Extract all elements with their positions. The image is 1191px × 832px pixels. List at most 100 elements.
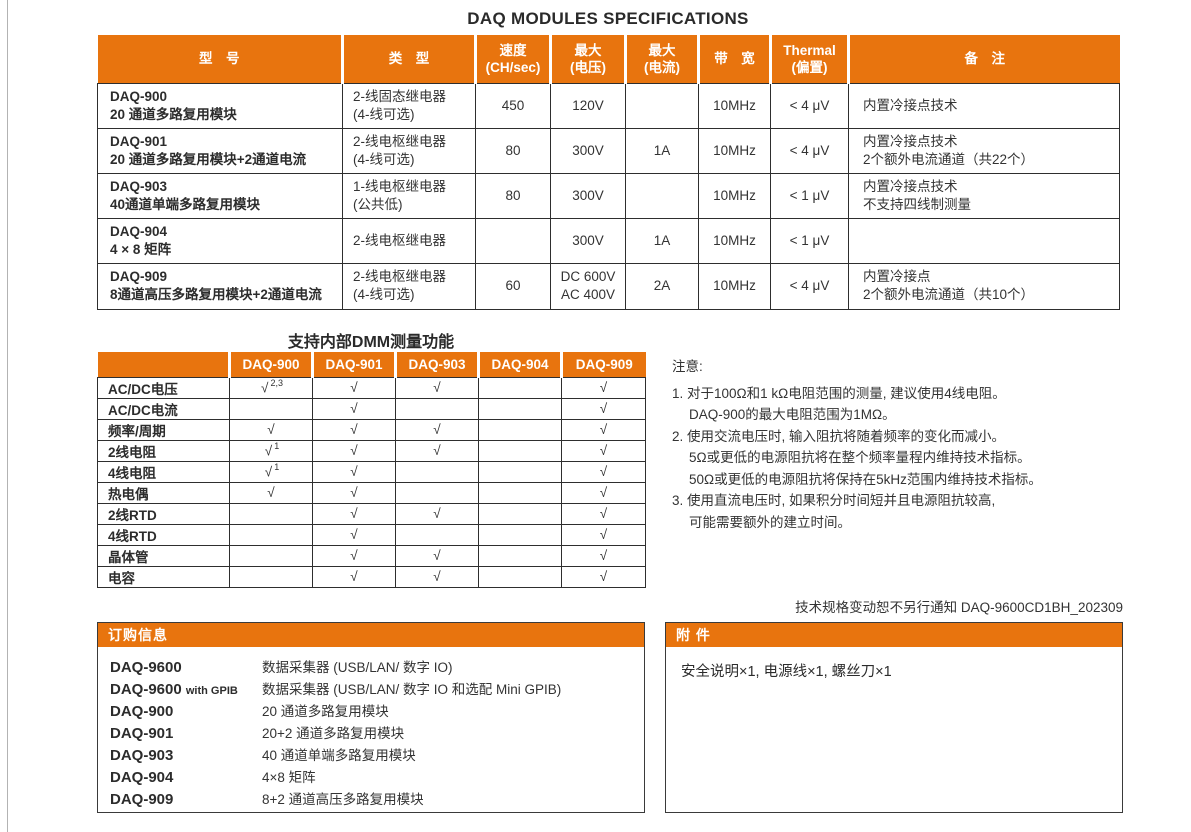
type-line: (4-线可选) bbox=[353, 287, 415, 302]
model-cell: DAQ-904 4 × 8 矩阵 bbox=[97, 217, 343, 264]
accessories-title: 附 件 bbox=[666, 623, 1122, 647]
check-cell bbox=[229, 565, 313, 588]
model-desc: 8通道高压多路复用模块+2通道电流 bbox=[110, 287, 322, 302]
spec-header-speed: 速度 (CH/sec) bbox=[474, 35, 551, 83]
check-mark: √ bbox=[599, 401, 608, 416]
type-cell: 2-线电枢继电器 (4-线可选) bbox=[342, 127, 476, 174]
function-label: 热电偶 bbox=[97, 481, 230, 504]
function-label: AC/DC电压 bbox=[97, 376, 230, 399]
model-name: DAQ-904 bbox=[110, 223, 168, 239]
voltage-line: 300V bbox=[572, 142, 604, 158]
check-cell: √ bbox=[229, 418, 313, 441]
check-cell bbox=[478, 460, 562, 483]
check-mark: √ bbox=[599, 569, 608, 584]
page-title: DAQ MODULES SPECIFICATIONS bbox=[467, 9, 749, 28]
check-cell bbox=[478, 376, 562, 399]
check-cell bbox=[229, 523, 313, 546]
ordering-model: DAQ-904 bbox=[110, 769, 174, 786]
dmm-row: AC/DC电压 √ 2,3 √ √ √ bbox=[97, 376, 646, 399]
check-mark: √ bbox=[599, 548, 608, 563]
remark-cell: 内置冷接点技术 不支持四线制测量 bbox=[848, 172, 1120, 219]
check-mark: √ bbox=[350, 485, 358, 500]
speed-cell bbox=[475, 217, 551, 264]
voltage-line: 300V bbox=[572, 187, 604, 203]
voltage-cell: 300V bbox=[550, 127, 626, 174]
bandwidth-cell: 10MHz bbox=[698, 262, 771, 310]
ordering-model: DAQ-900 bbox=[110, 703, 174, 720]
remark-line: 内置冷接点技术 bbox=[863, 133, 958, 149]
type-line: 2-线电枢继电器 bbox=[353, 133, 447, 149]
voltage-cell: 120V bbox=[550, 82, 626, 129]
voltage-cell: DC 600V AC 400V bbox=[550, 262, 626, 310]
check-mark: √ bbox=[599, 527, 608, 542]
function-label: 2线电阻 bbox=[97, 439, 230, 462]
model-name: DAQ-900 bbox=[110, 88, 168, 104]
current-cell: 1A bbox=[625, 127, 699, 174]
check-mark: √ bbox=[599, 485, 608, 500]
check-cell: √ bbox=[561, 460, 646, 483]
bandwidth-cell: 10MHz bbox=[698, 82, 771, 129]
spec-header-model: 型 号 bbox=[97, 35, 343, 83]
type-cell: 2-线电枢继电器 bbox=[342, 217, 476, 264]
check-cell: √ bbox=[312, 502, 396, 525]
header-label: 最大 bbox=[648, 42, 676, 58]
model-name: DAQ-909 bbox=[110, 269, 168, 284]
check-mark: √ bbox=[433, 422, 441, 437]
remark-cell: 内置冷接点技术 2个额外电流通道（共22个） bbox=[848, 127, 1120, 174]
check-cell: √ bbox=[312, 418, 396, 441]
spec-header-bandwidth: 带 宽 bbox=[697, 35, 771, 83]
dmm-row: 晶体管 √ √ √ bbox=[97, 544, 646, 567]
check-mark: √ bbox=[350, 422, 358, 437]
dmm-table-title: 支持内部DMM测量功能 bbox=[287, 334, 455, 351]
current-cell bbox=[625, 172, 699, 219]
check-mark: √ bbox=[264, 443, 273, 459]
ordering-model: DAQ-9600 bbox=[110, 681, 182, 698]
spec-header-type: 类 型 bbox=[341, 35, 476, 83]
check-cell: √ bbox=[312, 481, 396, 504]
header-label: 最大 bbox=[574, 42, 602, 58]
type-line: 2-线固态继电器 bbox=[353, 88, 447, 104]
check-cell: √ bbox=[312, 376, 396, 399]
dmm-row: 频率/周期 √ √ √ √ bbox=[97, 418, 646, 441]
ordering-desc: 4×8 矩阵 bbox=[262, 770, 316, 785]
dmm-row: 2线RTD √ √ √ bbox=[97, 502, 646, 525]
check-cell bbox=[395, 460, 479, 483]
dmm-header-daq904: DAQ-904 bbox=[477, 352, 562, 377]
check-cell: √ bbox=[312, 565, 396, 588]
check-cell bbox=[478, 565, 562, 588]
header-label: 速度 bbox=[499, 42, 527, 58]
accessories-content: 安全说明×1, 电源线×1, 螺丝刀×1 bbox=[681, 664, 892, 680]
model-name: DAQ-903 bbox=[110, 178, 168, 194]
note-line: 2. 使用交流电压时, 输入阻抗将随着频率的变化而减小。 bbox=[672, 428, 1006, 444]
spec-row-daq903: DAQ-903 40通道单端多路复用模块 1-线电枢继电器 (公共低) 80 300… bbox=[97, 172, 1120, 219]
check-cell: √ bbox=[312, 460, 396, 483]
model-desc: 20 通道多路复用模块 bbox=[110, 106, 237, 122]
check-cell: √ bbox=[561, 397, 646, 420]
bandwidth-cell: 10MHz bbox=[698, 172, 771, 219]
note-line: 5Ω或更低的电源阻抗将在整个频率量程内维持技术指标。 bbox=[689, 450, 1031, 465]
check-cell: √ 2,3 bbox=[229, 376, 313, 399]
check-cell: √ bbox=[561, 439, 646, 462]
check-footnote: 2,3 bbox=[270, 378, 283, 389]
spec-header-max-current: 最大 (电流) bbox=[624, 35, 699, 83]
ordering-item: DAQ-901 20+2 通道多路复用模块 bbox=[110, 722, 644, 744]
spec-header-remark: 备 注 bbox=[847, 35, 1120, 83]
check-mark: √ bbox=[433, 548, 441, 563]
check-mark: √ bbox=[350, 527, 358, 542]
dmm-row: 热电偶 √ √ √ bbox=[97, 481, 646, 504]
ordering-model: DAQ-903 bbox=[110, 747, 174, 764]
check-cell bbox=[478, 502, 562, 525]
ordering-model-suffix: with GPIB bbox=[185, 685, 238, 697]
check-cell bbox=[478, 439, 562, 462]
thermal-cell: < 4 μV bbox=[770, 82, 849, 129]
remark-line: 内置冷接点 bbox=[863, 269, 931, 284]
header-sublabel: (CH/sec) bbox=[485, 59, 541, 75]
model-desc: 20 通道多路复用模块+2通道电流 bbox=[110, 151, 307, 167]
header-label: 带 宽 bbox=[714, 51, 755, 67]
notes-section: 注意: 1. 对于100Ω和1 kΩ电阻范围的测量, 建议使用4线电阻。 DAQ… bbox=[672, 356, 1142, 533]
ordering-desc: 40 通道单端多路复用模块 bbox=[262, 748, 416, 763]
check-mark: √ bbox=[350, 548, 358, 563]
check-cell bbox=[478, 481, 562, 504]
spec-header-max-voltage: 最大 (电压) bbox=[549, 35, 626, 83]
type-line: 2-线电枢继电器 bbox=[353, 232, 447, 248]
